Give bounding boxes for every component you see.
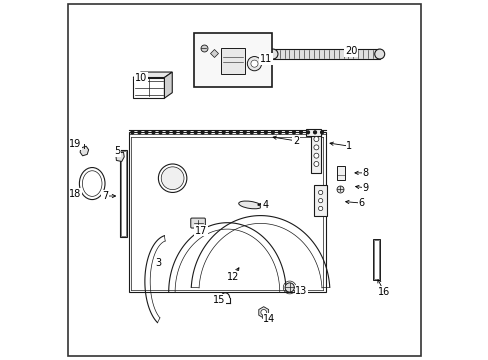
Ellipse shape	[82, 171, 102, 196]
Text: 2: 2	[292, 136, 299, 146]
Circle shape	[267, 49, 277, 59]
Polygon shape	[116, 152, 124, 162]
Bar	[374, 240, 379, 279]
Circle shape	[131, 131, 134, 134]
Circle shape	[236, 131, 239, 134]
Bar	[261, 315, 265, 318]
Circle shape	[247, 57, 261, 71]
Text: 3: 3	[155, 257, 161, 267]
Text: 10: 10	[135, 72, 147, 82]
Circle shape	[306, 131, 309, 134]
Bar	[372, 239, 380, 280]
Bar	[121, 151, 125, 235]
Circle shape	[318, 190, 322, 195]
Circle shape	[152, 131, 155, 134]
Polygon shape	[80, 146, 88, 156]
Text: 12: 12	[226, 272, 239, 282]
Circle shape	[180, 131, 183, 134]
Text: 8: 8	[362, 168, 368, 178]
Circle shape	[318, 198, 322, 203]
Text: 20: 20	[345, 46, 357, 56]
Circle shape	[208, 131, 211, 134]
Polygon shape	[129, 132, 325, 292]
Polygon shape	[164, 72, 172, 98]
Text: 4: 4	[262, 200, 267, 210]
Circle shape	[250, 60, 258, 67]
Circle shape	[285, 131, 288, 134]
Ellipse shape	[238, 201, 261, 209]
Text: 5: 5	[114, 146, 121, 156]
Text: 15: 15	[212, 295, 224, 305]
Circle shape	[292, 131, 295, 134]
Circle shape	[138, 131, 141, 134]
Circle shape	[260, 310, 266, 315]
Circle shape	[215, 131, 218, 134]
Text: 13: 13	[295, 286, 307, 296]
Text: 9: 9	[362, 183, 368, 193]
Circle shape	[145, 131, 147, 134]
Circle shape	[194, 131, 197, 134]
Circle shape	[285, 283, 294, 292]
Text: 14: 14	[263, 314, 275, 324]
Circle shape	[374, 49, 384, 59]
Circle shape	[166, 131, 169, 134]
Bar	[221, 48, 244, 74]
Circle shape	[313, 136, 318, 141]
Circle shape	[250, 131, 253, 134]
Circle shape	[159, 131, 162, 134]
Ellipse shape	[79, 167, 105, 199]
Circle shape	[201, 131, 203, 134]
Circle shape	[320, 131, 323, 134]
Text: 19: 19	[69, 139, 81, 149]
Bar	[313, 185, 327, 216]
Circle shape	[161, 167, 183, 190]
Circle shape	[264, 131, 267, 134]
Circle shape	[222, 131, 224, 134]
Text: 1: 1	[346, 141, 352, 151]
FancyBboxPatch shape	[336, 166, 344, 180]
Bar	[311, 130, 321, 173]
Circle shape	[313, 131, 316, 134]
Circle shape	[158, 164, 186, 193]
Bar	[133, 77, 164, 98]
Circle shape	[257, 131, 260, 134]
Polygon shape	[133, 72, 172, 77]
Circle shape	[173, 131, 176, 134]
Text: 6: 6	[358, 198, 364, 208]
Bar	[305, 129, 321, 135]
Circle shape	[313, 153, 318, 158]
FancyBboxPatch shape	[190, 218, 205, 228]
Circle shape	[313, 145, 318, 150]
Text: 11: 11	[259, 54, 271, 64]
Text: 18: 18	[69, 189, 81, 199]
Text: 7: 7	[102, 191, 108, 201]
Circle shape	[187, 131, 190, 134]
Circle shape	[313, 162, 318, 166]
Circle shape	[271, 131, 274, 134]
FancyBboxPatch shape	[194, 33, 271, 87]
Text: 17: 17	[195, 225, 207, 235]
Circle shape	[243, 131, 246, 134]
Text: 16: 16	[377, 287, 390, 297]
Circle shape	[299, 131, 302, 134]
Circle shape	[318, 206, 322, 211]
Bar	[120, 150, 127, 237]
Circle shape	[229, 131, 232, 134]
Bar	[272, 49, 379, 59]
Circle shape	[278, 131, 281, 134]
